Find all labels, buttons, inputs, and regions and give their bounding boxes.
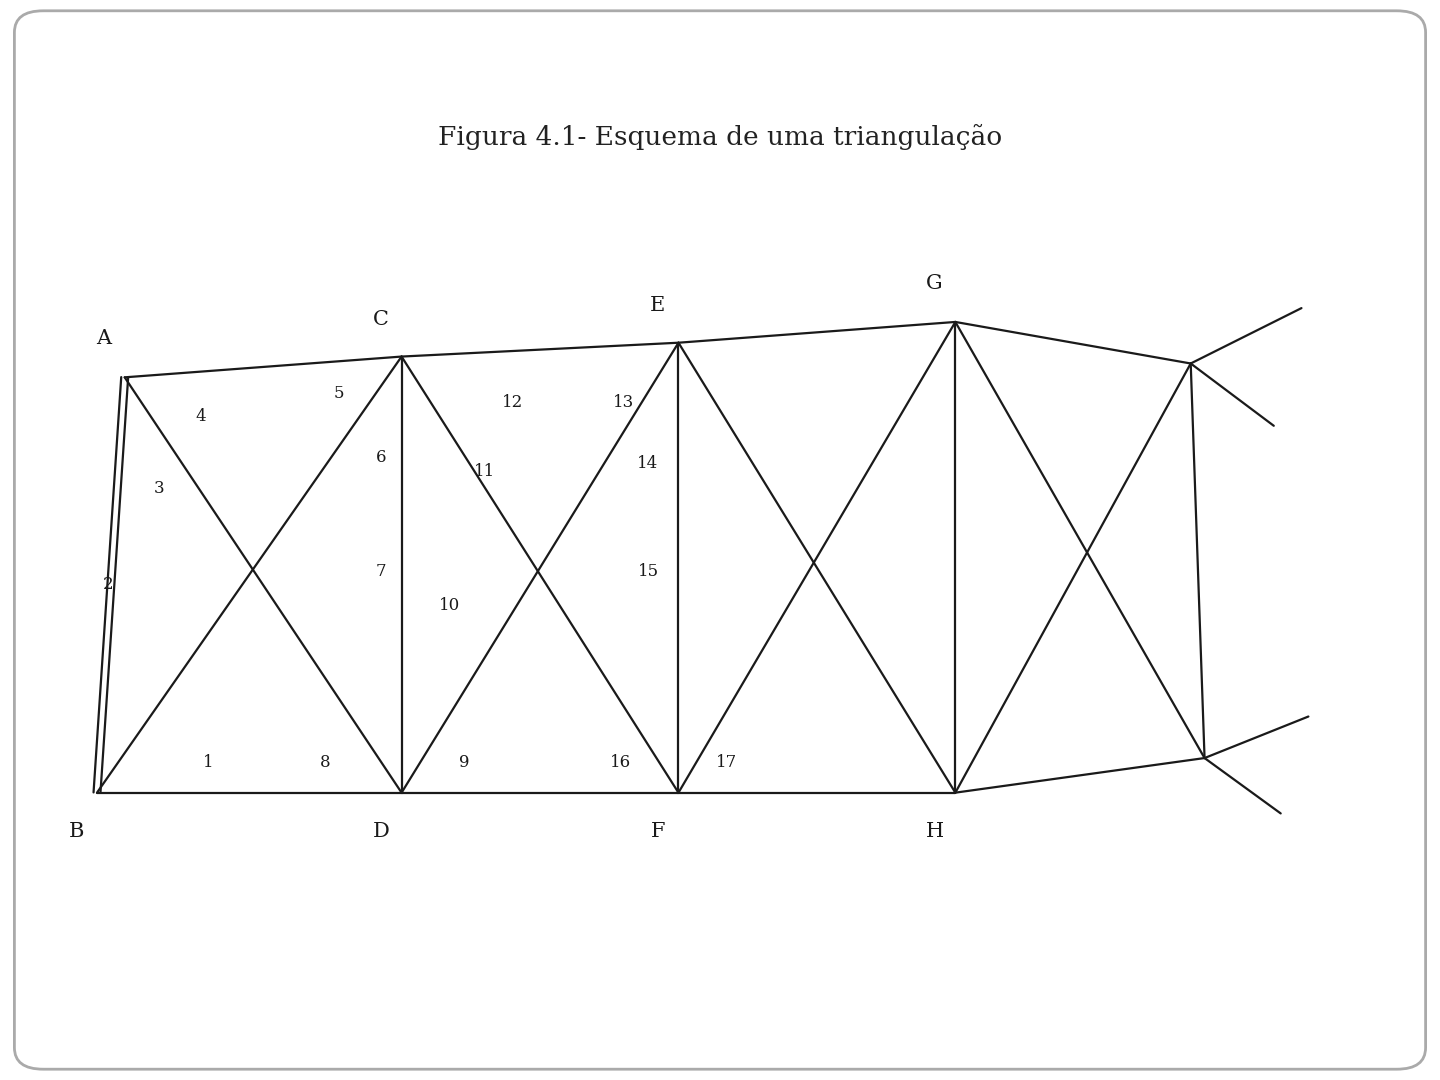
Text: F: F — [651, 822, 665, 841]
Text: 15: 15 — [638, 563, 658, 580]
Text: 1: 1 — [203, 754, 213, 771]
Text: 5: 5 — [334, 386, 344, 403]
Text: 8: 8 — [320, 754, 331, 771]
Text: 2: 2 — [102, 577, 114, 594]
Text: 13: 13 — [612, 394, 634, 410]
Text: 10: 10 — [439, 597, 461, 615]
Title: Figura 4.1- Esquema de uma triangulação: Figura 4.1- Esquema de uma triangulação — [438, 123, 1002, 150]
Text: G: G — [926, 273, 943, 293]
Text: 17: 17 — [716, 754, 737, 771]
Text: C: C — [373, 310, 389, 328]
Text: 9: 9 — [458, 754, 469, 771]
Text: 16: 16 — [609, 754, 631, 771]
Text: 4: 4 — [196, 407, 206, 424]
Text: 3: 3 — [154, 480, 164, 497]
Text: A: A — [96, 329, 111, 348]
Text: B: B — [69, 822, 84, 841]
Text: H: H — [926, 822, 943, 841]
Text: 12: 12 — [501, 394, 523, 410]
Text: 14: 14 — [638, 455, 658, 472]
Text: 11: 11 — [474, 463, 495, 480]
Text: D: D — [373, 822, 389, 841]
Text: 7: 7 — [376, 563, 386, 580]
Text: E: E — [649, 296, 665, 315]
Text: 6: 6 — [376, 449, 386, 467]
